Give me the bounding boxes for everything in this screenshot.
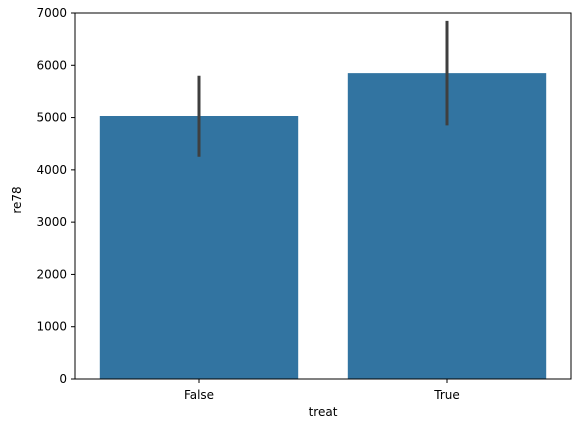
y-tick-label: 4000 [36, 163, 67, 177]
bars-layer [99, 73, 547, 379]
x-tick-label-false: False [184, 388, 214, 402]
error-bars-layer [197, 20, 449, 157]
x-axis-label: treat [309, 405, 338, 419]
plot-frame [74, 12, 572, 380]
y-tick-label: 7000 [36, 6, 67, 20]
x-tick-label-true: True [433, 388, 460, 402]
y-ticks-layer: 0 1000 2000 3000 4000 5000 6000 7000 [36, 6, 75, 386]
x-ticks-layer: False True [184, 379, 460, 402]
y-tick-label: 3000 [36, 215, 67, 229]
y-tick-label: 0 [59, 372, 67, 386]
axes-layer [74, 12, 572, 380]
bar-false [99, 116, 299, 379]
y-axis-label: re78 [10, 186, 24, 213]
y-tick-label: 5000 [36, 111, 67, 125]
y-tick-label: 2000 [36, 267, 67, 281]
y-tick-label: 1000 [36, 320, 67, 334]
y-tick-label: 6000 [36, 58, 67, 72]
